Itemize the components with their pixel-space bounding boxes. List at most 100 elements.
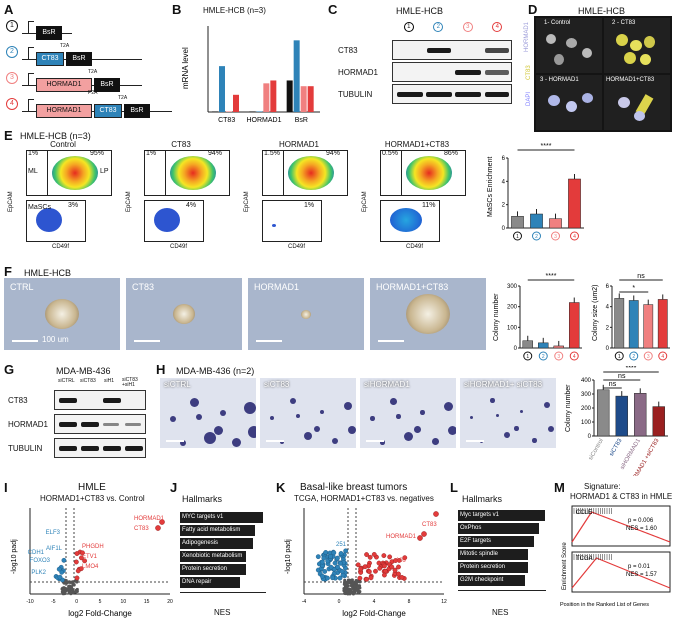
up-gene-point (82, 558, 88, 564)
colony-dot (390, 398, 397, 405)
bar (652, 406, 665, 437)
panel-h-label: H (156, 362, 166, 377)
construct-number: 2 (6, 46, 18, 58)
colony-dot (214, 426, 223, 435)
gene-point (64, 580, 68, 584)
bar-HORMAD1 (249, 111, 256, 112)
colony-dot (414, 426, 421, 433)
gene-label: PHGDH (82, 544, 104, 550)
panel-c-title: HMLE-HCB (396, 6, 444, 16)
y-axis-label: -log10 padj (285, 539, 292, 574)
promoter-mark (28, 47, 29, 59)
hallmark-bar: Mitotic spindle (458, 549, 529, 560)
gene-point (358, 590, 362, 594)
promoter-arrow (28, 73, 34, 74)
colony-dot (348, 426, 356, 435)
panel-f-label: F (4, 264, 12, 279)
gene-point (342, 586, 346, 591)
up-gene-point (367, 554, 373, 560)
softagar-label: siHORMAD1 (364, 380, 410, 389)
top-gene-point (417, 535, 423, 541)
if-hormad1: 3 - HORMAD1 (536, 75, 602, 130)
panel-f-title: HMLE-HCB (24, 268, 72, 278)
facs-ylabel: EpCAM (362, 191, 368, 212)
panel-a-label: A (4, 2, 14, 17)
facs-cloud-top (52, 156, 98, 190)
colony-dot (170, 416, 176, 422)
hallmark-bar: G2M checkpoint (458, 575, 526, 586)
colony-dot (190, 398, 199, 407)
x-axis (458, 590, 546, 591)
up-gene-point (387, 554, 393, 560)
bar (597, 389, 610, 437)
facs-ml: ML (28, 168, 38, 175)
colony-label: CTRL (10, 282, 34, 292)
up-gene-point (381, 553, 387, 559)
down-gene-point (56, 566, 62, 572)
facs-title: HORMAD1 (278, 140, 319, 149)
hallmark-bar: OxPhos (458, 523, 539, 534)
facs-bl: 3% (68, 202, 79, 209)
x-tick-label: -5 (51, 599, 56, 605)
y-tick-label: 0 (606, 346, 610, 352)
up-gene-point (80, 550, 85, 556)
panel-i-title2: HORMAD1+CT83 vs. Control (40, 494, 145, 503)
down-gene-point (315, 554, 321, 560)
gsea-p: p = 0.01 (628, 564, 651, 570)
y-tick-label: 200 (507, 305, 518, 311)
gsea-frame (571, 551, 671, 593)
softagar-image: siHORMAD1 (360, 378, 456, 448)
down-gene-point (335, 564, 340, 570)
x-tick-label: 1 (516, 234, 519, 240)
gsea-p: p = 0.006 (628, 518, 654, 524)
t2a-label: T2A (60, 43, 70, 49)
mrna-level-chart: mRNA level CT83 HORMAD1 BsR (181, 26, 320, 124)
softagar-label: siHORMAD1+ siCT83 (464, 380, 543, 389)
colony-dot (444, 402, 453, 411)
x-tick-label: 4 (373, 599, 376, 605)
colony-image: HORMAD1 (248, 278, 364, 350)
colony-dot (204, 432, 216, 444)
blot-g-hormad1 (54, 414, 146, 434)
gene-label: 109 (396, 558, 407, 564)
gene-point (73, 590, 78, 594)
down-gene-point (322, 569, 328, 574)
bar-CT83 (226, 111, 232, 112)
top-gene-point (433, 511, 439, 517)
gsea-ylabel: Enrichment Score (562, 542, 568, 590)
panel-b-title: HMLE-HCB (n=3) (203, 6, 266, 15)
panel-j-xlabel: NES (214, 608, 231, 617)
x-tick-label: 20 (167, 599, 173, 605)
panel-l-label: L (450, 480, 458, 495)
colony-dot (220, 410, 226, 416)
bar-HORMAD1 (256, 111, 263, 112)
facs-gate-top (26, 150, 112, 196)
y-axis-label: -log10 padj (11, 539, 18, 574)
x-axis-label: log2 Fold-Change (342, 609, 406, 618)
panel-g-title: MDA-MB-436 (56, 366, 111, 376)
gene-point (348, 587, 352, 591)
colony-dot (280, 440, 285, 445)
gene-label: HORMAD1 (386, 534, 417, 540)
x-tick-label: 1 (526, 354, 529, 360)
bsr-block: BsR (66, 52, 92, 66)
colony-dot (490, 398, 495, 403)
blot-strip-tubulin (392, 84, 512, 104)
softagar-image: siCTRL (160, 378, 256, 448)
up-gene-point (368, 575, 374, 581)
bsr-block: BsR (94, 78, 120, 92)
p2a-label: P2A (88, 90, 98, 96)
x-tick-circle (658, 351, 668, 361)
down-gene-point (335, 555, 340, 561)
colony-dot (432, 438, 439, 445)
facs-tl: 1% (28, 150, 39, 157)
bar (634, 393, 647, 437)
facs-cloud-bottom (154, 208, 180, 232)
bar (614, 298, 625, 349)
volcano-tcga: -log10 padj log2 Fold-Change -4 0 4 8 12 CT83 HO… (285, 508, 447, 618)
panel-d-label: D (528, 2, 538, 17)
panel-k-label: K (276, 480, 286, 495)
scale-bar (166, 440, 184, 442)
facs-bl: 11% (422, 202, 436, 209)
facs-gate-ml (26, 150, 48, 196)
